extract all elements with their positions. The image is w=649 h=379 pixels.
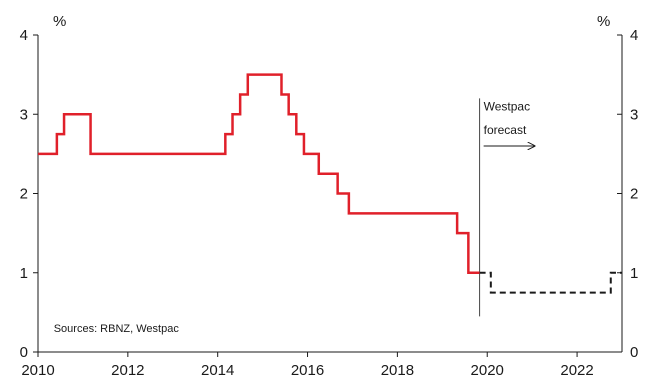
left-y-tick-label: 3 <box>20 106 28 123</box>
x-tick-label: 2012 <box>111 362 144 379</box>
x-tick-label: 2020 <box>471 362 504 379</box>
left-y-tick-label: 1 <box>20 265 28 282</box>
left-y-tick-label: 0 <box>20 344 28 361</box>
forecast-series-line <box>479 271 622 294</box>
x-tick-label: 2010 <box>21 362 54 379</box>
right-y-tick-label: 0 <box>630 344 638 361</box>
historical-series-line <box>38 73 480 274</box>
forecast-annotation: forecast <box>484 123 527 137</box>
right-unit-label: % <box>597 13 610 30</box>
x-tick-label: 2016 <box>291 362 324 379</box>
right-y-tick-label: 1 <box>630 265 638 282</box>
left-unit-label: % <box>53 13 66 30</box>
series <box>38 73 622 294</box>
sources-note: Sources: RBNZ, Westpac <box>54 323 180 335</box>
axes <box>37 35 623 353</box>
right-y-tick-label: 2 <box>630 186 638 203</box>
x-tick-label: 2022 <box>560 362 593 379</box>
left-y-tick-label: 2 <box>20 186 28 203</box>
annotations: Westpac forecast Sources: RBNZ, Westpac <box>54 98 535 335</box>
forecast-annotation: Westpac <box>484 99 530 113</box>
ticks: 0 0 1 1 2 2 3 3 4 4 2010 2012 2014 2016 2018 2020 2022 <box>20 27 639 379</box>
right-y-tick-label: 3 <box>630 106 638 123</box>
x-tick-label: 2014 <box>201 362 234 379</box>
x-tick-label: 2018 <box>381 362 414 379</box>
right-y-tick-label: 4 <box>630 27 638 44</box>
left-y-tick-label: 4 <box>20 27 28 44</box>
